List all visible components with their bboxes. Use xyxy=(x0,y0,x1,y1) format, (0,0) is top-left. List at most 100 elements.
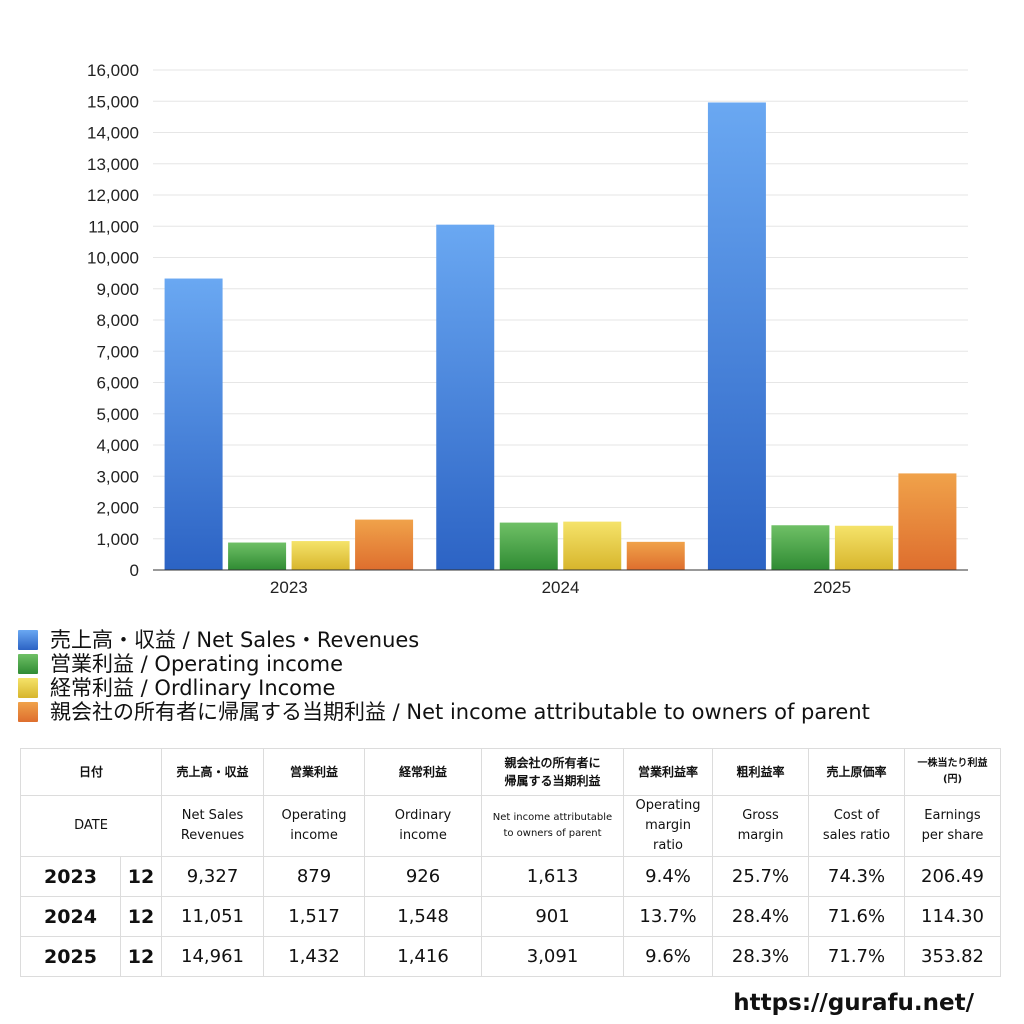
header-net-sales-en: Net Sales Revenues xyxy=(161,795,265,857)
header-date-jp: 日付 xyxy=(19,748,163,796)
header-eps-jp-line1: 一株当たり利益 xyxy=(917,758,988,769)
header-cost-ratio-en-line1: Cost of xyxy=(833,808,880,823)
y-tick-label: 5,000 xyxy=(96,405,139,424)
header-eps-en-line1: Earnings xyxy=(924,808,981,823)
cell-month: 12 xyxy=(119,896,163,937)
legend-item-ordinary-income: 経常利益 / Ordlinary Income xyxy=(18,676,870,700)
header-ordinary-en-line2: income xyxy=(399,828,447,843)
y-tick-label: 11,000 xyxy=(88,217,139,236)
header-net-sales-en-line1: Net Sales xyxy=(181,808,244,823)
legend-label-ordinary-income: 経常利益 / Ordlinary Income xyxy=(50,676,336,700)
header-ordinary-en-line1: Ordinary xyxy=(394,808,452,823)
header-gross-margin-en: Gross margin xyxy=(712,795,810,857)
bar-net-sales-2025 xyxy=(707,102,766,570)
gridlines xyxy=(153,69,968,540)
header-gross-margin-jp: 粗利益率 xyxy=(712,748,810,796)
y-tick-label: 8,000 xyxy=(96,311,139,330)
cell-gross-margin: 28.4% xyxy=(712,896,810,937)
header-op-margin-en-line3: ratio xyxy=(653,838,683,853)
legend-item-operating-income: 営業利益 / Operating income xyxy=(18,652,870,676)
cell-net-sales: 9,327 xyxy=(161,856,265,897)
header-ordinary-en: Ordinary income xyxy=(364,795,483,857)
cell-cost-ratio: 71.6% xyxy=(808,896,906,937)
cell-ordinary: 1,416 xyxy=(364,936,483,977)
legend-label-net-sales: 売上高・収益 / Net Sales・Revenues xyxy=(50,628,420,652)
cell-year: 2023 xyxy=(20,856,121,897)
y-axis-tick-labels: 0 1,000 2,000 3,000 4,000 5,000 6,000 7,000 8,00… xyxy=(87,61,139,580)
header-op-margin-en: Operating margin ratio xyxy=(623,795,714,857)
x-tick-label: 2025 xyxy=(813,578,851,597)
cell-year: 2024 xyxy=(20,896,121,937)
bar-ordinary-income-2025 xyxy=(834,525,893,570)
table-row: 2024 12 11,051 1,517 1,548 901 13.7% 28.… xyxy=(20,896,1002,937)
cell-cost-ratio: 71.7% xyxy=(808,936,906,977)
cell-net-income: 901 xyxy=(481,896,625,937)
y-tick-label: 4,000 xyxy=(96,436,139,455)
bar-operating-income-2024 xyxy=(499,522,558,570)
header-operating-en: Operating income xyxy=(263,795,366,857)
header-cost-ratio-jp: 売上原価率 xyxy=(808,748,906,796)
cell-net-sales: 11,051 xyxy=(161,896,265,937)
legend-swatch-net-income xyxy=(18,702,38,722)
header-op-margin-en-line2: margin xyxy=(645,818,691,833)
header-op-margin-en-line1: Operating xyxy=(635,798,701,813)
cell-gross-margin: 28.3% xyxy=(712,936,810,977)
y-tick-label: 1,000 xyxy=(96,530,139,549)
bar-ordinary-income-2023 xyxy=(291,541,350,570)
bars xyxy=(164,102,957,570)
source-credit: https://gurafu.net/ xyxy=(733,990,974,1016)
y-tick-label: 10,000 xyxy=(87,249,139,268)
cell-gross-margin: 25.7% xyxy=(712,856,810,897)
header-eps-en: Earnings per share xyxy=(904,795,1002,857)
bar-net-sales-2024 xyxy=(436,224,495,570)
x-tick-label: 2023 xyxy=(270,578,308,597)
legend-item-net-sales: 売上高・収益 / Net Sales・Revenues xyxy=(18,628,870,652)
cell-operating: 1,517 xyxy=(263,896,366,937)
y-tick-label: 13,000 xyxy=(87,155,139,174)
header-operating-en-line2: income xyxy=(290,828,338,843)
legend-label-operating-income: 営業利益 / Operating income xyxy=(50,652,344,676)
cell-eps: 114.30 xyxy=(904,896,1002,937)
cell-eps: 353.82 xyxy=(904,936,1002,977)
header-net-sales-jp: 売上高・収益 xyxy=(161,748,265,796)
y-tick-label: 6,000 xyxy=(96,374,139,393)
y-tick-label: 9,000 xyxy=(96,280,139,299)
header-gross-margin-en-line1: Gross xyxy=(742,808,779,823)
header-net-sales-en-line2: Revenues xyxy=(180,828,245,843)
cell-ordinary: 926 xyxy=(364,856,483,897)
header-net-income-jp-line1: 親会社の所有者に xyxy=(504,756,601,770)
cell-year: 2025 xyxy=(20,936,121,977)
legend-swatch-operating-income xyxy=(18,654,38,674)
cell-net-sales: 14,961 xyxy=(161,936,265,977)
bar-operating-income-2025 xyxy=(771,525,830,570)
cell-cost-ratio: 74.3% xyxy=(808,856,906,897)
header-net-income-jp-line2: 帰属する当期利益 xyxy=(504,774,601,788)
y-tick-label: 2,000 xyxy=(96,499,139,518)
bar-operating-income-2023 xyxy=(228,542,287,570)
header-net-income-en-line1: Net income attributable xyxy=(492,812,613,823)
header-ordinary-jp: 経常利益 xyxy=(364,748,483,796)
cell-net-income: 3,091 xyxy=(481,936,625,977)
header-net-income-en: Net income attributable to owners of par… xyxy=(481,795,625,857)
bar-net-income-2023 xyxy=(355,519,414,570)
bar-net-sales-2023 xyxy=(164,278,223,570)
table-row: 2025 12 14,961 1,432 1,416 3,091 9.6% 28… xyxy=(20,936,1002,977)
y-tick-label: 12,000 xyxy=(87,186,139,205)
header-eps-en-line2: per share xyxy=(921,828,984,843)
header-operating-en-line1: Operating xyxy=(281,808,347,823)
cell-op-margin: 13.7% xyxy=(623,896,714,937)
header-eps-jp: 一株当たり利益 (円) xyxy=(904,748,1002,796)
y-tick-label: 0 xyxy=(130,561,139,580)
cell-ordinary: 1,548 xyxy=(364,896,483,937)
header-net-income-en-line2: to owners of parent xyxy=(503,828,602,839)
legend-swatch-net-sales xyxy=(18,630,38,650)
y-tick-label: 15,000 xyxy=(87,92,139,111)
cell-month: 12 xyxy=(119,856,163,897)
chart-legend: 売上高・収益 / Net Sales・Revenues 営業利益 / Opera… xyxy=(18,628,870,724)
y-tick-label: 3,000 xyxy=(96,467,139,486)
legend-label-net-income: 親会社の所有者に帰属する当期利益 / Net income attributab… xyxy=(50,700,870,724)
y-tick-label: 16,000 xyxy=(87,61,139,80)
table-header-en: DATE Net Sales Revenues Operating income… xyxy=(19,795,1002,857)
bar-chart: 0 1,000 2,000 3,000 4,000 5,000 6,000 7,000 8,00… xyxy=(87,61,968,597)
table-row: 2023 12 9,327 879 926 1,613 9.4% 25.7% 7… xyxy=(20,856,1002,897)
